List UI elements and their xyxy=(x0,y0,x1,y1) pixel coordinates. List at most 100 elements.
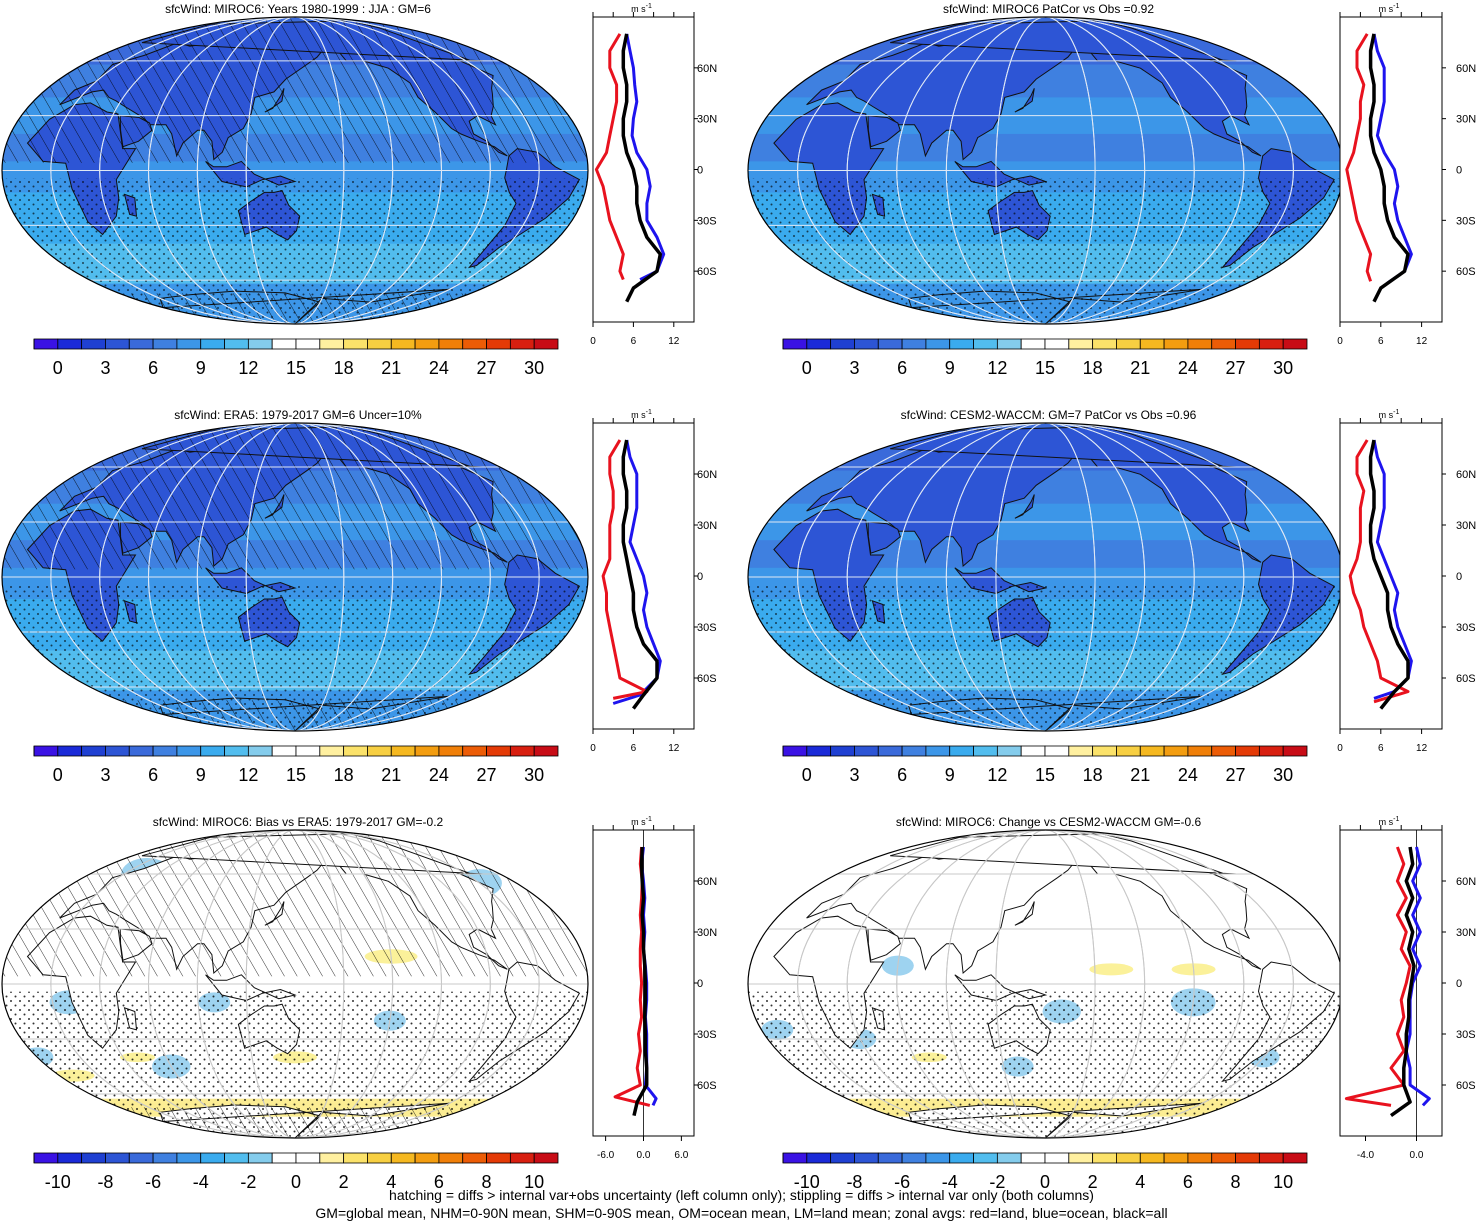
colorbar-swatch xyxy=(1116,745,1141,757)
colorbar-swatch xyxy=(57,1152,83,1164)
colorbar-swatch xyxy=(806,1152,832,1164)
longitude-line xyxy=(50,423,540,731)
map-border xyxy=(1,422,589,732)
longitude-line xyxy=(148,17,442,324)
colorbar-swatch xyxy=(367,1152,392,1164)
lat-tick-label: 0 xyxy=(697,978,703,990)
lat-tick-label: 30N xyxy=(697,520,717,532)
lat-tick-label: 60N xyxy=(697,876,717,888)
map-panel-5 xyxy=(1,829,589,1139)
longitude-line xyxy=(196,830,394,1138)
colorbar-tick-label: 0 xyxy=(291,1172,301,1192)
zonal-line-all xyxy=(632,846,649,1117)
longitude-line xyxy=(99,830,491,1138)
colorbar-swatch xyxy=(782,745,808,757)
zonal-x-tick-label: 0.0 xyxy=(1410,1150,1424,1161)
hatching-overlay xyxy=(2,1107,588,1138)
panel-title: sfcWind: CESM2-WACCM: GM=7 PatCor vs Obs… xyxy=(901,408,1197,422)
colorbar-swatch xyxy=(33,338,59,350)
colorbar-swatch xyxy=(57,745,83,757)
colorbar-tick-label: 21 xyxy=(381,765,401,785)
colorbar-tick-label: 0 xyxy=(802,358,812,378)
colorbar-tick-label: 18 xyxy=(1083,358,1103,378)
map-body xyxy=(748,830,1343,1138)
colorbar-swatch xyxy=(367,338,392,350)
colorbar-swatch xyxy=(319,1152,345,1164)
panel-title: sfcWind: MIROC6: Change vs CESM2-WACCM G… xyxy=(896,815,1202,829)
longitude-line xyxy=(896,830,1195,1138)
lat-tick-label: 30S xyxy=(697,622,717,634)
colorbar-tick-label: 12 xyxy=(238,358,258,378)
colorbar-tick-label: 6 xyxy=(897,358,907,378)
colorbar-tick-label: 24 xyxy=(1178,765,1198,785)
colorbar-swatch xyxy=(367,745,392,757)
colorbar-swatch xyxy=(128,1152,154,1164)
map-panel-1 xyxy=(1,16,589,325)
colorbar-swatch xyxy=(1187,338,1213,350)
colorbar-swatch xyxy=(128,338,154,350)
zonal-line-all xyxy=(1368,439,1410,710)
map-panel-4 xyxy=(747,422,1344,732)
colorbar-tick-label: 18 xyxy=(334,358,354,378)
lat-tick-label: 30N xyxy=(697,114,717,126)
continent-arabia xyxy=(867,521,901,554)
colorbar-tick-label: 18 xyxy=(334,765,354,785)
longitude-line xyxy=(846,830,1245,1138)
colorbar-swatch xyxy=(438,338,464,350)
colorbar-6: -10 -8 -6 -4 -2 0 2 4 6 8 10 xyxy=(782,1152,1308,1192)
colorbar-swatch xyxy=(901,338,927,350)
colorbar-swatch xyxy=(509,338,535,350)
longitude-line xyxy=(995,423,1096,731)
colorbar-tick-label: 6 xyxy=(148,358,158,378)
lat-tick-label: 30S xyxy=(697,215,717,227)
colorbar-tick-label: 9 xyxy=(945,765,955,785)
colorbar-swatch xyxy=(319,338,345,350)
stippling-overlay xyxy=(748,991,1343,1138)
colorbar-swatch xyxy=(414,338,440,350)
colorbar-swatch xyxy=(1235,1152,1260,1164)
colorbar-tick-label: 30 xyxy=(524,358,544,378)
colorbar-swatch xyxy=(1044,745,1070,757)
zonal-x-tick-label: 6 xyxy=(631,743,637,754)
longitude-line xyxy=(995,17,1096,324)
colorbar-swatch xyxy=(176,745,202,757)
colorbar-swatch xyxy=(996,745,1022,757)
longitude-line xyxy=(995,830,1096,1138)
map-body xyxy=(2,17,588,324)
colorbar-tick-label: -10 xyxy=(794,1172,820,1192)
colorbar-swatch xyxy=(1068,338,1094,350)
colorbar-swatch xyxy=(1044,1152,1070,1164)
lat-tick-label: 30S xyxy=(697,1029,717,1041)
lat-tick-label: 0 xyxy=(1456,978,1462,990)
zonal-line-ocean xyxy=(625,33,666,281)
colorbar-swatch xyxy=(200,745,225,757)
colorbar-tick-label: 9 xyxy=(196,765,206,785)
colorbar-swatch xyxy=(1044,338,1070,350)
colorbar-swatch xyxy=(1258,338,1284,350)
colorbar-swatch xyxy=(1187,745,1213,757)
longitude-line xyxy=(99,423,491,731)
colorbar-swatch xyxy=(152,1152,178,1164)
longitude-line xyxy=(245,17,345,324)
colorbar-swatch xyxy=(343,338,368,350)
colorbar-tick-label: 3 xyxy=(849,765,859,785)
colorbar-swatch xyxy=(1235,745,1260,757)
longitude-line xyxy=(245,830,345,1138)
zonal-line-land xyxy=(1348,439,1410,704)
colorbar-swatch xyxy=(128,745,154,757)
colorbar-swatch xyxy=(271,1152,297,1164)
longitude-line xyxy=(50,17,540,324)
zonal-line-all xyxy=(1368,33,1410,303)
zonal-mean-panel-1: m s-1 0 6 12 60N 30N 0 30S 60S xyxy=(590,3,717,347)
colorbar-tick-label: 8 xyxy=(482,1172,492,1192)
colorbar-tick-label: 0 xyxy=(1040,1172,1050,1192)
colorbar-swatch xyxy=(57,338,83,350)
zonal-line-ocean xyxy=(1372,439,1413,700)
zonal-unit-label: m s-1 xyxy=(1379,409,1400,420)
colorbar-swatch xyxy=(343,745,368,757)
longitude-line xyxy=(846,17,1245,324)
colorbar-swatch xyxy=(438,1152,464,1164)
colorbar-tick-label: 21 xyxy=(381,358,401,378)
colorbar-swatch xyxy=(1068,745,1094,757)
colorbar-tick-label: 27 xyxy=(1226,765,1246,785)
